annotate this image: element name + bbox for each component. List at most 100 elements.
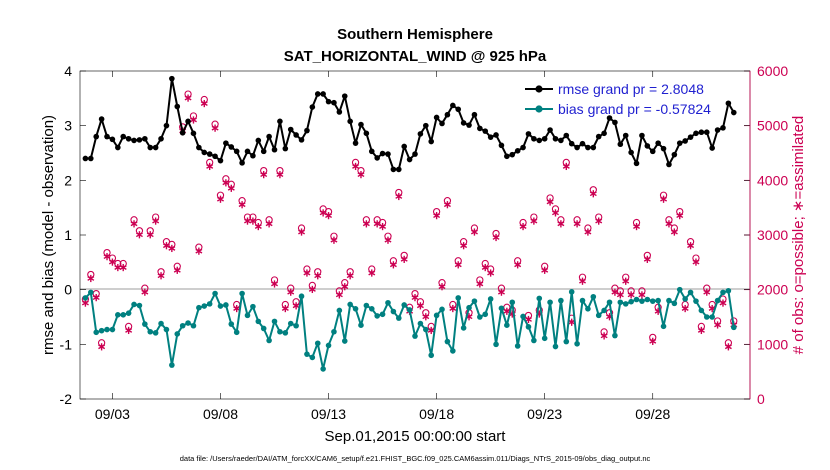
rmse-point [271,146,278,153]
rmse-point [563,132,570,139]
right-tick-label: 0 [757,391,765,407]
obs-assimilated-point [303,269,311,277]
obs-assimilated-point [638,291,646,299]
bias-point [423,326,429,333]
bias-point [531,337,537,344]
obs-assimilated-point [81,299,89,307]
rmse-point [682,138,688,144]
rmse-point [547,127,553,133]
legend: rmse grand pr = 2.8048 bias grand pr = -… [525,81,711,117]
rmse-point [477,125,483,132]
legend-rmse-marker [535,85,543,93]
obs-count-series [81,90,738,351]
x-axis-ticks: 09/03 09/08 09/13 09/18 09/23 09/28 [95,71,670,422]
rmse-point [439,120,445,127]
bias-point [552,343,559,350]
obs-assimilated-point [389,261,397,269]
bias-point [498,305,505,312]
obs-assimilated-point [589,190,597,198]
rmse-point [714,127,721,133]
obs-assimilated-point [546,198,554,206]
bias-point [541,335,548,342]
rmse-point [428,138,435,145]
obs-assimilated-point [660,195,668,203]
bias-point [93,329,100,336]
rmse-point [487,134,494,140]
bias-point [639,298,645,304]
bias-point [325,342,332,349]
bias-point [628,298,634,305]
bias-point [655,297,661,304]
bias-point [714,297,721,304]
rmse-point [725,100,732,107]
obs-assimilated-point [152,217,160,225]
legend-bias-label: bias grand pr = -0.57824 [558,101,711,117]
bias-point [174,331,181,337]
rmse-point [649,148,656,155]
obs-assimilated-point [665,220,673,228]
rmse-point [595,133,602,140]
obs-assimilated-point [400,255,408,263]
obs-assimilated-point [200,99,208,108]
obs-assimilated-point [217,195,224,203]
obs-assimilated-point [411,294,419,302]
rmse-point [293,132,299,138]
bias-point [622,301,629,307]
rmse-point [125,135,132,142]
bias-point [233,329,240,336]
rmse-point [498,142,505,149]
rmse-point [482,128,489,134]
rmse-point [460,120,467,126]
rmse-point [142,135,148,142]
right-tick-label: 3000 [757,227,788,243]
obs-assimilated-point [87,274,95,283]
rmse-point [606,115,613,121]
bias-point [271,318,278,325]
obs-assimilated-point [352,162,360,171]
bias-point [277,328,283,335]
rmse-point [158,135,164,142]
rmse-point [660,145,667,152]
rmse-point [628,149,634,156]
obs-assimilated-point [173,266,181,274]
rmse-point [687,134,694,140]
obs-assimilated-point [443,201,451,209]
obs-assimilated-point [130,220,138,228]
obs-assimilated-point [584,228,592,236]
obs-assimilated-point [497,288,505,296]
rmse-point [493,132,499,138]
obs-assimilated-point [184,94,192,102]
obs-assimilated-point [670,228,678,236]
rmse-point [352,140,359,146]
rmse-point [622,132,629,139]
obs-assimilated-point [362,220,370,228]
obs-assimilated-point [687,242,695,250]
rmse-point [363,130,370,137]
right-tick-label: 5000 [757,118,788,134]
right-tick-label: 1000 [757,336,788,352]
bias-point [266,337,272,344]
left-tick-label: 0 [64,282,72,298]
x-tick-label: 09/23 [527,406,562,422]
rmse-point [450,102,456,109]
obs-assimilated-point [514,261,522,269]
bias-point [341,338,348,344]
obs-assimilated-point [492,233,500,242]
bias-point [574,340,580,347]
rmse-point [552,135,559,142]
bias-point [660,323,667,330]
rmse-point [525,131,532,137]
rmse-point [136,137,143,143]
obs-assimilated-point [287,288,295,296]
bias-point [125,310,132,316]
obs-assimilated-point [427,326,435,335]
bias-point [579,297,586,304]
bias-point [709,314,715,320]
bias-point [395,315,402,321]
rmse-point [260,148,267,155]
rmse-point [368,148,375,155]
bias-point [379,311,386,318]
bias-point [304,351,310,357]
obs-assimilated-point [600,332,608,340]
legend-rmse-label: rmse grand pr = 2.8048 [558,81,704,97]
